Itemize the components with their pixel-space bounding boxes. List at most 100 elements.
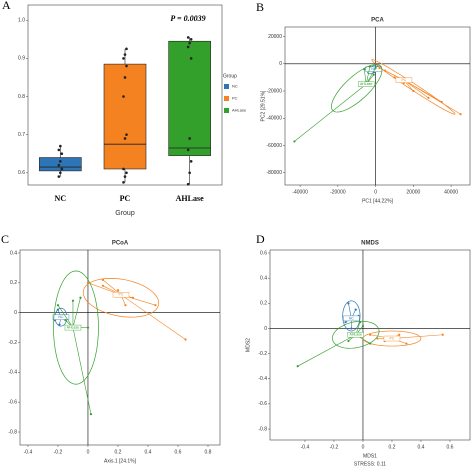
data-point <box>89 413 93 416</box>
y-tick-label: -80000 <box>266 170 282 176</box>
y-tick-label: -20000 <box>266 88 282 94</box>
centroid-label-box <box>64 324 82 331</box>
data-point <box>56 308 60 311</box>
x-axis-label: PC1 [44.22%] <box>362 198 393 204</box>
centroid-label: AHLase <box>349 333 362 337</box>
data-point <box>378 66 381 69</box>
data-point <box>123 137 127 140</box>
data-point <box>57 163 61 167</box>
y-tick-label: 0 <box>279 61 282 67</box>
centroid-label-box <box>112 292 130 298</box>
data-point <box>369 342 372 345</box>
x-tick-label: 0 <box>362 444 365 450</box>
confidence-ellipse <box>362 330 422 347</box>
x-tick-label: AHLase <box>176 194 204 203</box>
centroid-label-box <box>383 335 401 342</box>
y-tick-label: 0.8 <box>18 94 25 100</box>
legend-key <box>224 96 229 101</box>
centroid-label-box <box>395 77 413 83</box>
x-tick-label: 0.8 <box>205 449 212 455</box>
centroid-label: NC <box>371 67 377 71</box>
y-tick-label: 0.6 <box>18 170 25 176</box>
data-point <box>358 321 362 324</box>
confidence-ellipse <box>331 64 383 113</box>
panel-label: C <box>1 232 9 246</box>
data-point <box>57 175 61 178</box>
x-tick-label: NC <box>55 194 67 203</box>
data-point <box>101 284 105 287</box>
spider-line <box>294 83 367 142</box>
data-point <box>188 171 191 175</box>
data-point <box>122 95 125 98</box>
plot-frame <box>19 249 221 446</box>
spider-line <box>391 334 443 339</box>
data-point <box>184 338 187 341</box>
data-point <box>188 41 191 45</box>
data-point <box>361 324 365 328</box>
y-tick-label: -0.8 <box>258 426 267 432</box>
y-tick-label: -0.8 <box>8 429 17 435</box>
confidence-ellipse <box>53 270 99 385</box>
y-tick-label: 0.9 <box>18 56 25 62</box>
x-tick-label: -20000 <box>330 189 346 195</box>
data-point <box>189 38 193 41</box>
data-point <box>123 76 127 79</box>
spider-line <box>365 66 371 85</box>
y-tick-label: 0 <box>14 310 17 316</box>
y-tick-label: 0.2 <box>260 301 267 307</box>
y-tick-label: -0.4 <box>258 376 267 382</box>
data-point <box>383 69 387 72</box>
data-point <box>368 65 372 68</box>
data-point <box>71 299 75 302</box>
y-tick-label: 0.2 <box>10 280 17 286</box>
legend-label: NC <box>232 84 238 89</box>
data-point <box>393 76 396 79</box>
centroid-label: PC <box>390 336 395 340</box>
data-point <box>86 281 90 284</box>
centroid-label: AHLase <box>67 326 80 330</box>
spider-line <box>365 67 376 85</box>
spider-line <box>120 294 186 340</box>
data-point <box>186 45 190 49</box>
confidence-ellipse <box>342 300 361 332</box>
y-axis-label: MDS2 <box>245 338 251 352</box>
chart-title: PCA <box>371 18 384 24</box>
data-point <box>186 148 190 152</box>
centroid-label: AHLase <box>360 82 373 86</box>
box <box>39 157 82 172</box>
data-point <box>125 171 128 175</box>
y-tick-label: 1.0 <box>18 18 25 24</box>
chart-title: NMDS <box>361 241 379 247</box>
y-tick-label: 0.4 <box>10 250 17 256</box>
x-axis-label: Group <box>115 210 135 217</box>
y-tick-label: 0.6 <box>260 250 267 256</box>
data-point <box>86 326 90 329</box>
legend-title: Group <box>223 73 237 79</box>
x-tick-label: 40000 <box>444 189 458 195</box>
centroid-label-box <box>343 315 360 322</box>
box <box>168 40 211 156</box>
y-tick-label: -0.4 <box>8 370 17 376</box>
data-point <box>405 342 408 345</box>
data-point <box>124 304 127 307</box>
data-point <box>60 167 64 171</box>
legend-key <box>224 84 229 89</box>
y-tick-label: -0.6 <box>8 400 17 406</box>
confidence-ellipse <box>82 277 160 318</box>
x-tick-label: -0.4 <box>301 444 310 450</box>
data-point <box>125 47 128 51</box>
plot-frame <box>284 26 471 186</box>
y-tick-label: -0.6 <box>258 401 267 407</box>
data-point <box>372 73 375 76</box>
data-point <box>459 113 462 116</box>
spider-line <box>72 327 92 415</box>
y-tick-label: -60000 <box>266 143 282 149</box>
data-point <box>154 304 157 307</box>
panel-label: D <box>256 232 265 246</box>
data-point <box>123 53 127 56</box>
data-point <box>60 152 64 156</box>
y-tick-label: -0.2 <box>258 351 267 357</box>
chart-title: PCoA <box>112 241 129 247</box>
x-tick-label: -0.2 <box>330 444 339 450</box>
